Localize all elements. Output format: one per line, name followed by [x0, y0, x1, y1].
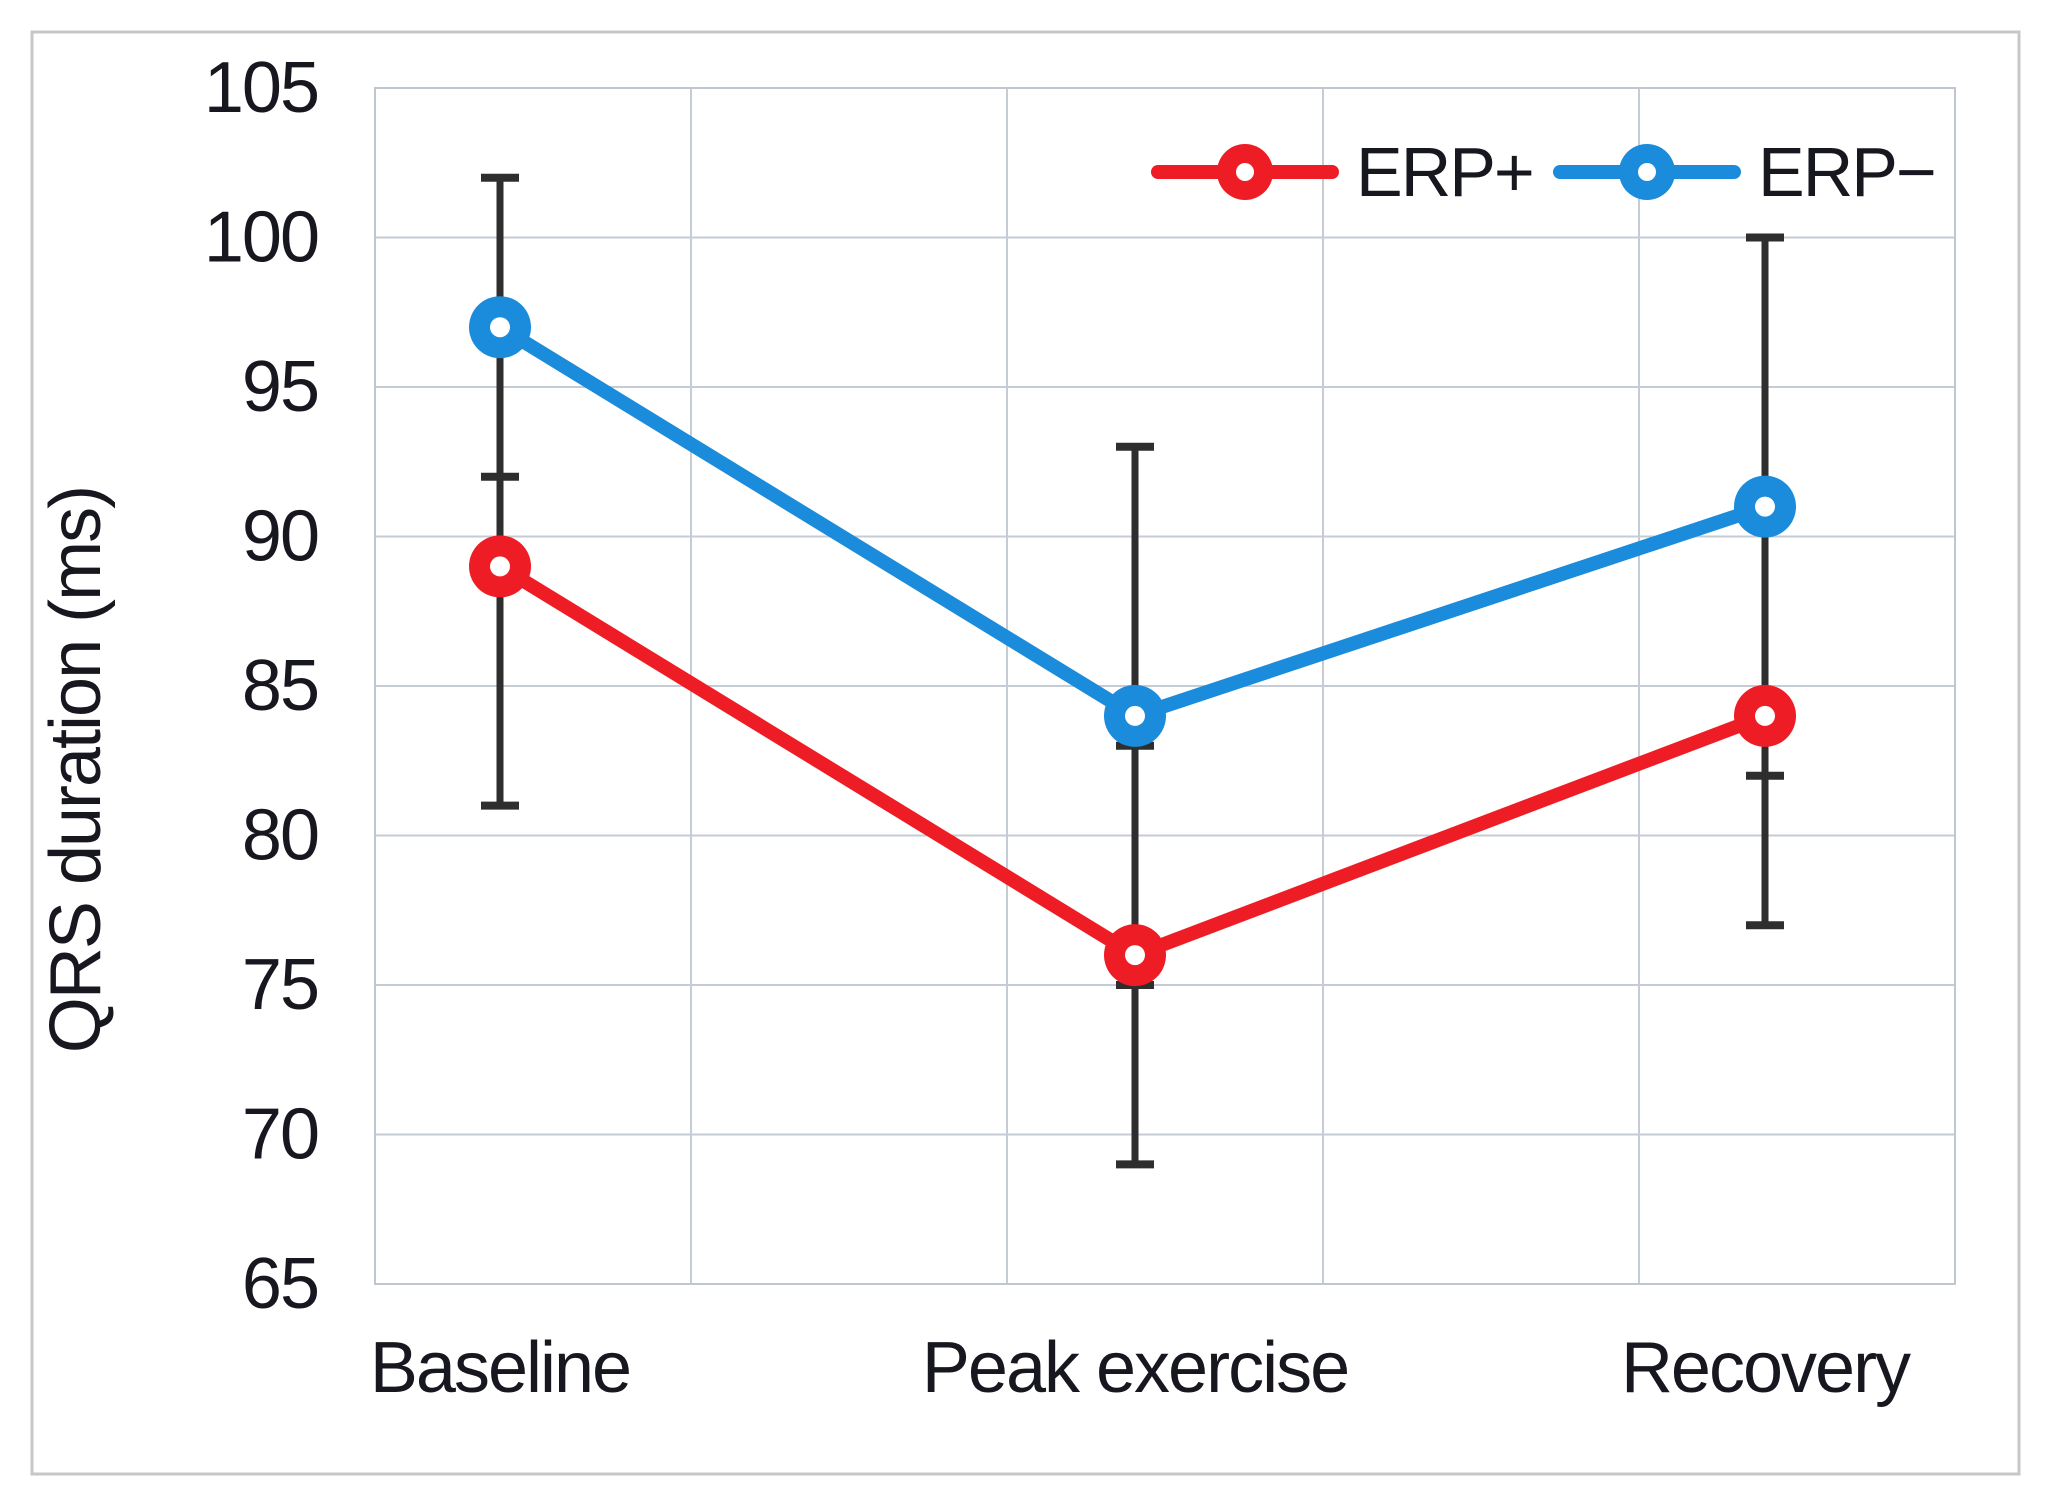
legend: ERP+ ERP−	[1151, 133, 1937, 211]
data-marker-hole	[1755, 496, 1775, 517]
y-tick-label: 65	[242, 1244, 318, 1324]
legend-marker-hole	[1236, 163, 1254, 181]
data-marker-hole	[1125, 705, 1145, 726]
legend-label: ERP−	[1758, 133, 1935, 211]
y-tick-label: 70	[242, 1095, 318, 1175]
gridlines	[374, 87, 1956, 1285]
legend-item-1: ERP−	[1553, 133, 1937, 211]
y-axis-title: QRS duration (ms)	[36, 487, 116, 1053]
data-marker-hole	[490, 317, 510, 338]
data-marker-hole	[490, 556, 510, 577]
x-tick-label: Baseline	[370, 1328, 630, 1408]
y-tick-label: 100	[204, 198, 318, 278]
legend-item-0: ERP+	[1151, 133, 1535, 211]
y-tick-label: 105	[204, 48, 318, 128]
x-tick-label: Peak exercise	[922, 1328, 1348, 1408]
y-tick-label: 90	[242, 497, 318, 577]
y-axis-tick-labels: 65 70 75 80 85 90 95 100 105	[204, 48, 320, 1324]
figure-border	[30, 30, 2021, 1476]
x-tick-label: Recovery	[1621, 1328, 1911, 1408]
plot-border	[374, 87, 1956, 1285]
x-axis-tick-labels: Baseline Peak exercise Recovery	[370, 1328, 1913, 1408]
series-markers-0	[469, 535, 1796, 987]
y-tick-label: 80	[242, 796, 318, 876]
data-marker-hole	[1125, 945, 1145, 966]
legend-marker-hole	[1638, 163, 1656, 181]
y-tick-label: 95	[242, 347, 318, 427]
y-tick-label: 75	[242, 945, 318, 1025]
y-tick-label: 85	[242, 646, 318, 726]
series-markers-1	[469, 296, 1796, 747]
legend-label: ERP+	[1356, 133, 1533, 211]
data-marker-hole	[1755, 705, 1775, 726]
